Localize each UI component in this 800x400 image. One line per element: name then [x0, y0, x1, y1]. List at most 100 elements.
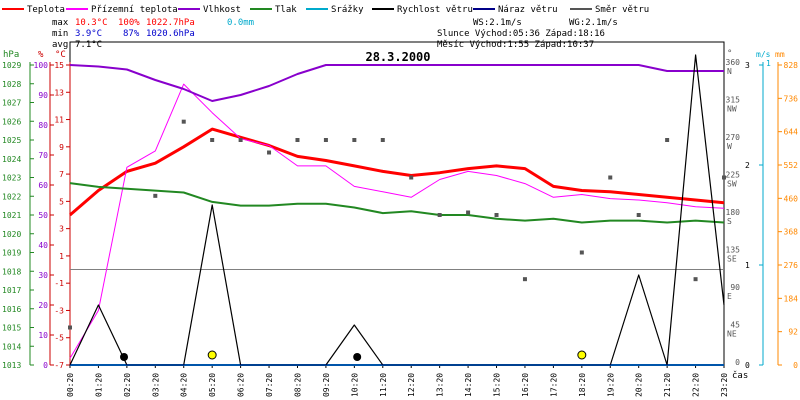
hpa-tick-label: 1019 [2, 249, 21, 258]
pct-tick-label: 70 [38, 151, 48, 160]
pct-tick-label: 40 [38, 241, 48, 250]
time-tick-label: 05:20 [208, 373, 217, 397]
stats-block: max 10.3°C 100% 1022.7hPa 0.0mm min 3.9°… [52, 18, 254, 50]
legend-label-wind-direction: Směr větru [595, 5, 649, 15]
hpa-tick-label: 1028 [2, 80, 21, 89]
direction-tick-label: 180 [726, 208, 741, 217]
wind-direction-point [380, 138, 385, 142]
hpa-tick-label: 1014 [2, 342, 21, 351]
hpa-tick-label: 1029 [2, 61, 21, 70]
time-axis-unit: čas [732, 370, 748, 381]
direction-tick-label: 225 [726, 171, 741, 180]
info-sun: Slunce Východ:05:36 Západ:18:16 [437, 29, 605, 39]
chart-title: 28.3.2000 [365, 50, 430, 64]
wind-direction-point [210, 138, 215, 142]
time-tick-label: 06:20 [237, 373, 246, 397]
wind-direction-point [693, 277, 698, 282]
time-tick-label: 11:20 [379, 373, 388, 397]
direction-tick-label: 45 [730, 321, 740, 330]
mm-tick-label: 460 [784, 194, 799, 203]
wind-direction-point [494, 213, 499, 217]
stat-max-temp: 10.3°C [75, 18, 108, 28]
mm-tick-label: 368 [784, 228, 799, 237]
direction-compass-label: N [727, 67, 732, 76]
hpa-tick-label: 1015 [2, 324, 21, 333]
temp-tick-label: 15 [54, 61, 64, 70]
info-wind-gust: WG:2.1m/s [569, 18, 618, 28]
ms-tick-label: 3 [745, 61, 750, 70]
mm-tick-label: 644 [784, 128, 799, 137]
pct-tick-label: 80 [38, 121, 48, 130]
time-tick-label: 03:20 [151, 373, 160, 397]
time-tick-label: 19:20 [606, 373, 615, 397]
wind-direction-point [181, 119, 186, 124]
stat-min-temp: 3.9°C [75, 29, 102, 39]
hpa-tick-label: 1026 [2, 117, 21, 126]
wind-direction-point [636, 213, 641, 217]
sun-marker [207, 350, 217, 360]
temp-tick-label: -7 [54, 361, 64, 370]
time-tick-label: 22:20 [692, 373, 701, 397]
info-block: WS:2.1m/s WG:2.1m/s Slunce Východ:05:36 … [437, 18, 618, 50]
pct-tick-label: 90 [38, 91, 48, 100]
wind-direction-point [437, 213, 442, 217]
legend-label-wind-speed: Rychlost větru [397, 5, 473, 15]
time-tick-label: 08:20 [293, 373, 302, 397]
time-tick-label: 16:20 [521, 373, 530, 397]
pct-tick-label: 20 [38, 301, 48, 310]
hpa-tick-label: 1017 [2, 286, 21, 295]
temp-tick-label: -5 [54, 334, 64, 343]
legend-label-wind-gust: Náraz větru [498, 5, 558, 15]
mm-tick-label: 184 [784, 294, 799, 303]
temp-tick-label: 1 [59, 252, 64, 261]
stat-max-humidity: 100% [118, 18, 140, 28]
series-line-pressure [69, 182, 725, 224]
hpa-tick-label: 1025 [2, 136, 21, 145]
mm-tick-label: 92 [788, 328, 798, 337]
legend-label-pressure: Tlak [275, 5, 297, 15]
legend: Teplota Přízemní teplota Vlhkost Tlak Sr… [2, 5, 649, 15]
mm-ticks: 828 736 644 552 460 368 276 184 92 0 [778, 61, 798, 370]
markers-layer [120, 350, 587, 361]
time-ticks: 00:20 01:20 02:20 03:20 04:20 05:20 06:20 07:20… [66, 365, 729, 397]
stat-min-pressure: 1020.6hPa [146, 29, 195, 39]
stat-max-pressure: 1022.7hPa [146, 18, 195, 28]
time-tick-label: 20:20 [635, 373, 644, 397]
series-layer [68, 54, 726, 366]
temp-tick-label: 9 [59, 143, 64, 152]
time-tick-label: 10:20 [350, 373, 359, 397]
hpa-tick-label: 1027 [2, 99, 21, 108]
ms-tick-label: 0 [745, 361, 750, 370]
stat-min-label: min [52, 29, 68, 39]
hpa-tick-label: 1013 [2, 361, 21, 370]
wind-direction-point [68, 325, 72, 330]
pct-tick-label: 50 [38, 211, 48, 220]
hpa-tick-label: 1020 [2, 230, 21, 239]
time-tick-label: 04:20 [180, 373, 189, 397]
stat-avg-temp: 7.1°C [75, 40, 102, 50]
time-tick-label: 01:20 [94, 373, 103, 397]
stat-max-label: max [52, 18, 69, 28]
direction-tick-label: 360 [726, 58, 741, 67]
ms-ticks: 3 2 1 0 [745, 61, 763, 370]
direction-compass-label: S [727, 217, 732, 226]
ms-axis-unit: m/s [756, 50, 771, 59]
wind-direction-point [352, 138, 357, 142]
hpa-tick-label: 1024 [2, 155, 21, 164]
time-tick-label: 09:20 [322, 373, 331, 397]
temp-tick-label: 13 [54, 88, 64, 97]
wind-direction-point [238, 138, 243, 142]
ms-tick-label: 1 [745, 261, 750, 270]
sun-marker [577, 350, 587, 360]
direction-tick-label: 135 [726, 246, 741, 255]
wind-direction-point [579, 250, 584, 255]
temp-tick-label: -3 [54, 306, 64, 315]
wind-direction-point [608, 175, 613, 180]
direction-compass-label: NW [727, 105, 737, 114]
wind-direction-point [323, 138, 328, 142]
pct-tick-label: 30 [38, 271, 48, 280]
direction-tick-label: 270 [726, 133, 741, 142]
